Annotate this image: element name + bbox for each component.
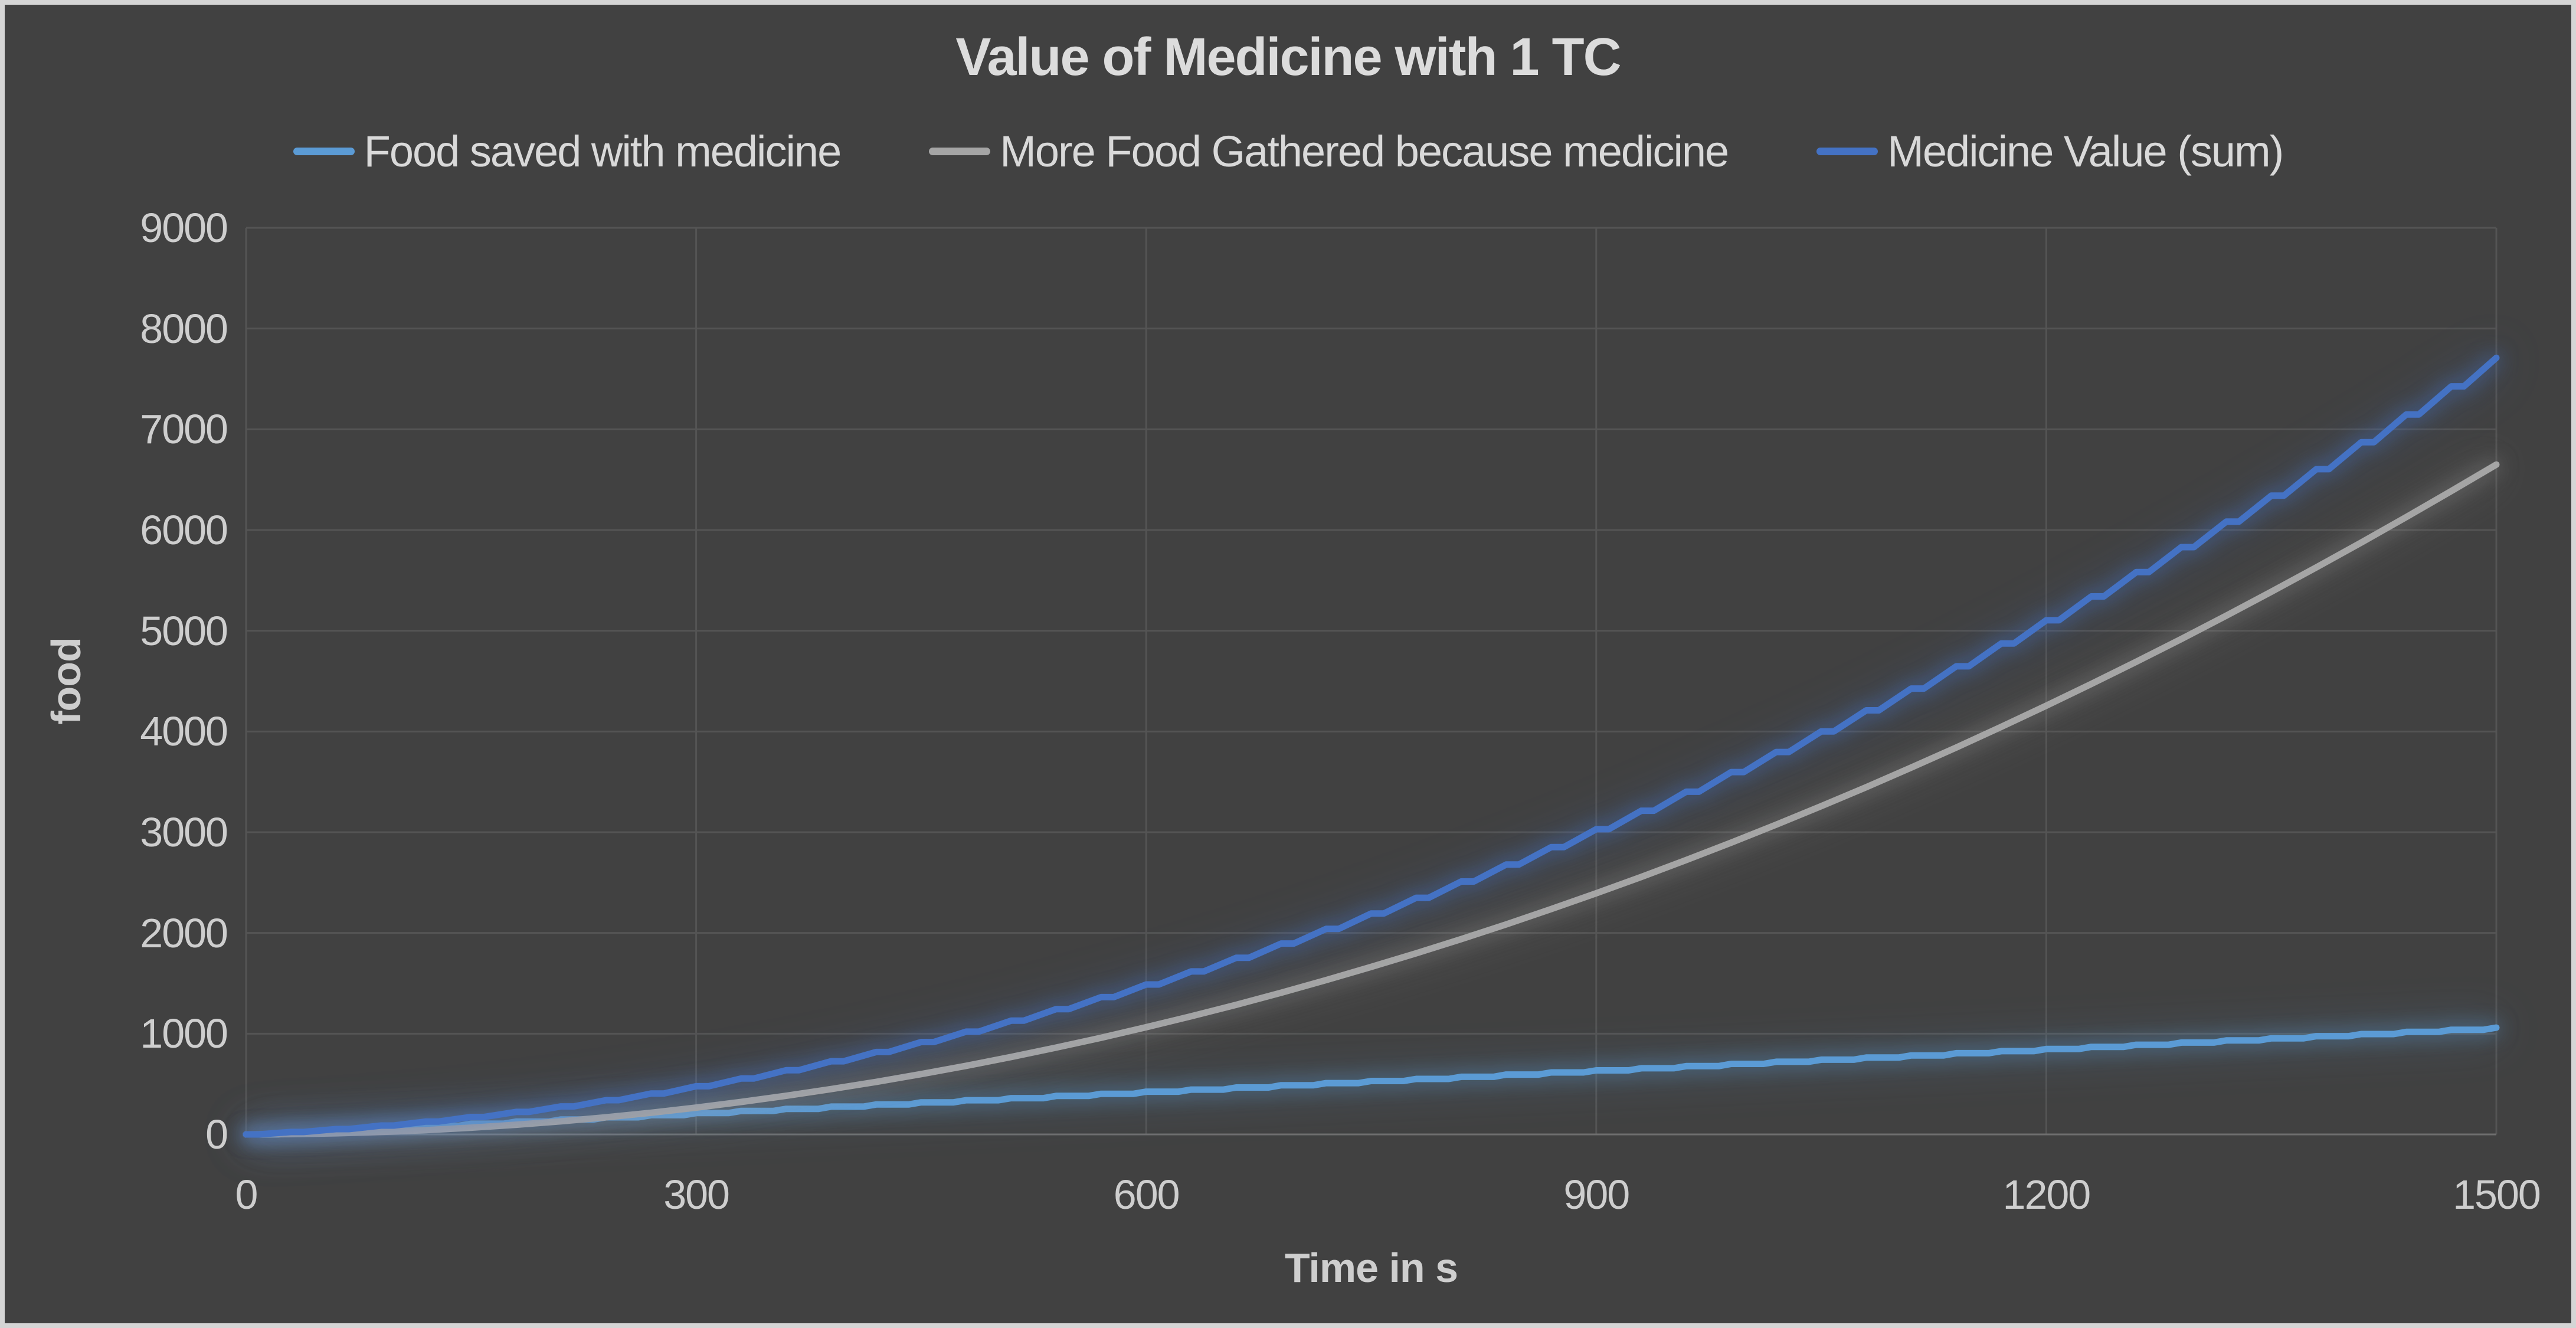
y-tick-label: 4000 [140,708,228,755]
series-line-2 [243,354,2500,1138]
x-tick-label: 1200 [2002,1172,2091,1218]
legend: Food saved with medicine More Food Gathe… [0,122,2576,181]
legend-line-icon [293,147,355,155]
x-axis-title: Time in s [1284,1245,1458,1291]
y-tick-label: 8000 [140,305,228,352]
y-tick-label: 7000 [140,406,228,453]
x-tick-label: 900 [1563,1172,1630,1218]
y-tick-label: 2000 [140,910,228,956]
legend-label: Food saved with medicine [364,126,842,176]
x-tick-label: 600 [1113,1172,1180,1218]
y-tick-label: 1000 [140,1010,228,1057]
chart-title: Value of Medicine with 1 TC [955,28,1621,87]
series-line-1 [243,461,2500,1138]
y-tick-label: 3000 [140,809,228,855]
y-tick-label: 0 [205,1111,228,1157]
x-tick-label: 1500 [2453,1172,2541,1218]
y-tick-label: 9000 [140,205,228,251]
x-tick-label: 300 [663,1172,730,1218]
legend-label: Medicine Value (sum) [1887,126,2284,176]
legend-line-icon [1816,147,1878,155]
plot-area [243,227,2500,1138]
x-tick-label: 0 [235,1172,258,1218]
legend-label: More Food Gathered because medicine [1000,126,1729,176]
legend-item-food-saved[interactable]: Food saved with medicine [293,126,842,176]
y-axis-title: food [43,637,89,725]
legend-item-medicine-value[interactable]: Medicine Value (sum) [1816,126,2284,176]
legend-item-more-food[interactable]: More Food Gathered because medicine [929,126,1729,176]
y-tick-label: 5000 [140,607,228,654]
y-tick-label: 6000 [140,507,228,553]
legend-line-icon [929,147,991,155]
